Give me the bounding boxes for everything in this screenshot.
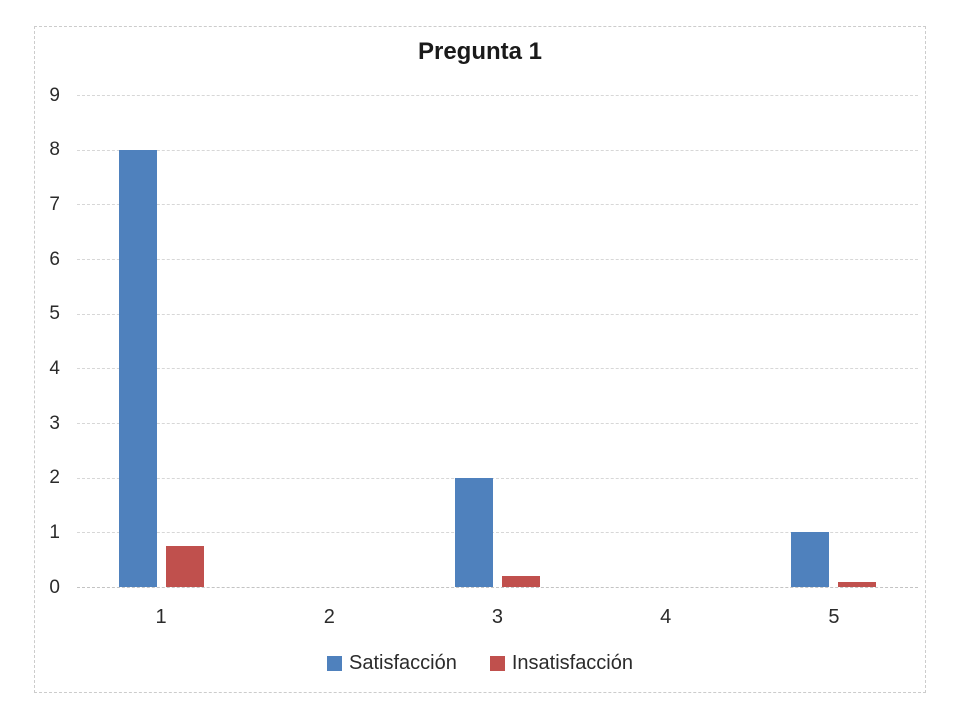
y-tick-label: 5 (49, 303, 60, 325)
y-tick-label: 9 (49, 84, 60, 106)
y-tick-label: 1 (49, 521, 60, 543)
legend: Satisfacción Insatisfacción (34, 652, 926, 675)
x-axis-line (77, 587, 918, 588)
x-tick-label: 5 (828, 606, 840, 628)
legend-label-satisfaccion: Satisfacción (348, 652, 457, 674)
y-tick-label: 3 (49, 412, 60, 434)
gridline (77, 204, 918, 206)
bar-insatisfacción-cat3 (502, 576, 540, 587)
legend-swatch-satisfaccion-icon (326, 656, 342, 671)
gridline (77, 477, 918, 479)
gridline (77, 532, 918, 534)
legend-item-insatisfaccion: Insatisfacción (489, 652, 633, 675)
y-tick-label: 6 (49, 248, 60, 270)
gridline (77, 259, 918, 260)
gridline (77, 423, 918, 424)
bar-satisfacción-cat1 (118, 149, 157, 587)
y-tick-label: 4 (49, 357, 60, 379)
legend-swatch-insatisfaccion-icon (489, 656, 505, 671)
y-tick-label: 0 (49, 576, 60, 598)
gridline (77, 313, 918, 315)
bar-satisfacción-cat5 (791, 532, 830, 587)
x-tick-label: 2 (323, 606, 335, 628)
chart-title: Pregunta 1 (417, 38, 543, 65)
x-tick-label: 4 (660, 606, 672, 628)
bar-satisfacción-cat3 (455, 477, 493, 587)
x-tick-label: 1 (155, 606, 167, 628)
gridline (77, 368, 918, 370)
bar-insatisfacción-cat1 (165, 546, 204, 587)
y-tick-label: 7 (49, 193, 60, 215)
gridline (77, 149, 918, 151)
gridline (77, 95, 918, 96)
y-tick-label: 8 (49, 139, 60, 161)
bar-insatisfacción-cat5 (838, 581, 877, 587)
chart-frame (34, 26, 926, 693)
x-tick-label: 3 (491, 606, 504, 628)
legend-item-satisfaccion: Satisfacción (326, 652, 457, 675)
y-tick-label: 2 (49, 467, 60, 489)
legend-label-insatisfaccion: Insatisfacción (511, 652, 633, 674)
